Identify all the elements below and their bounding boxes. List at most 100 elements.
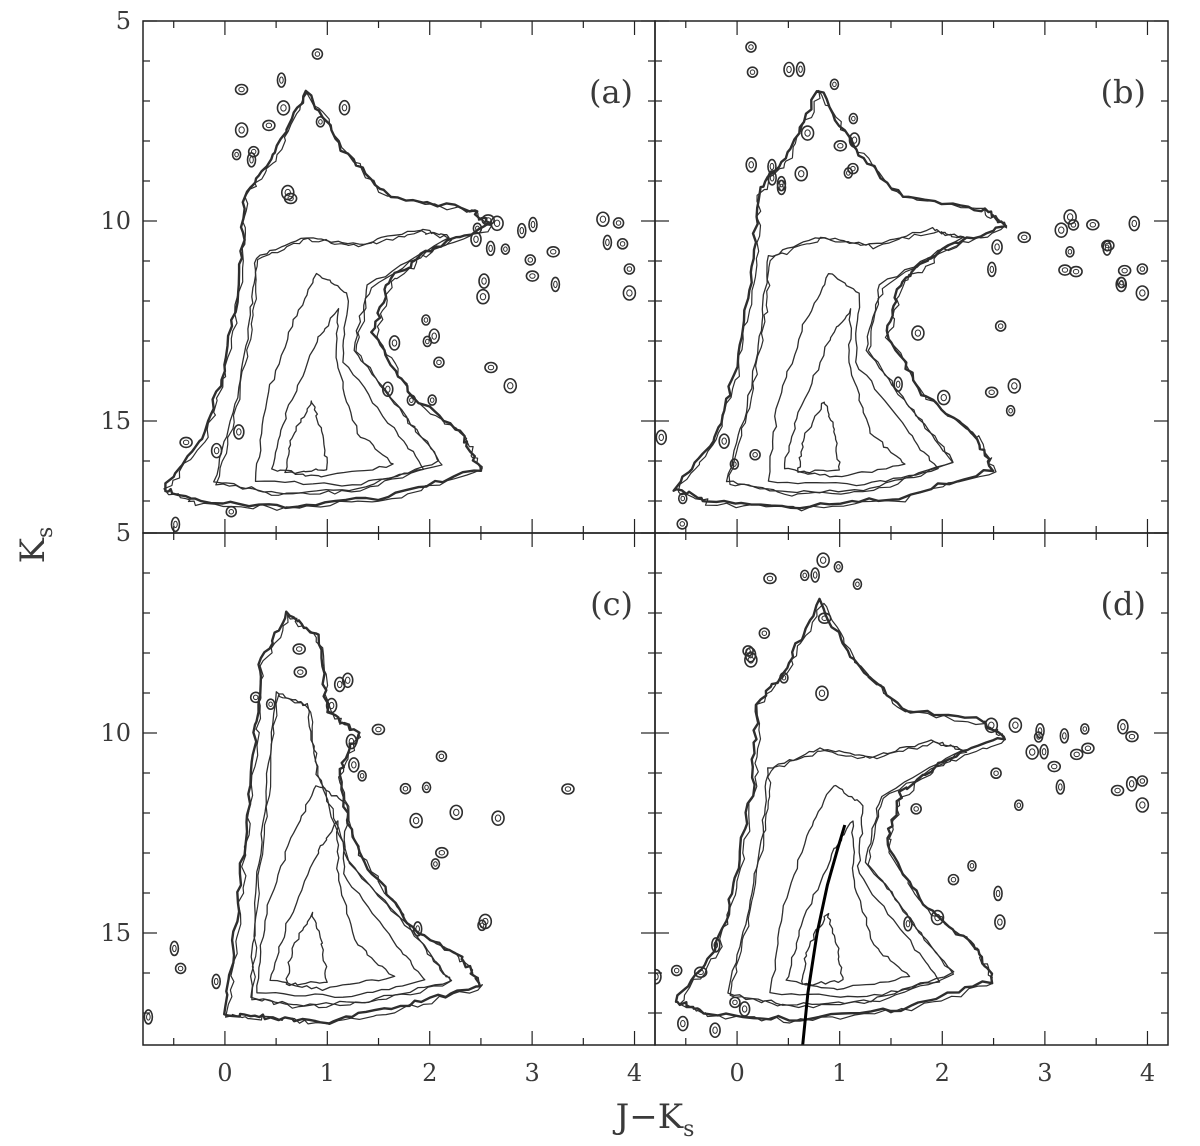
contour-island-core: [732, 999, 738, 1006]
panel-frame: [142, 532, 656, 1046]
contour-island-core: [1012, 721, 1019, 729]
contour-island: [381, 381, 394, 398]
contour-island-core: [494, 814, 502, 822]
contour-island: [409, 812, 423, 829]
contour-island-core: [1139, 289, 1146, 297]
contour-island-core: [265, 122, 273, 129]
contour-island-core: [836, 564, 841, 570]
contour-island-core: [1067, 249, 1073, 255]
panel-frame: [654, 532, 1169, 1046]
contour-island-core: [997, 323, 1004, 329]
contour-island-core: [351, 761, 357, 769]
contour-island: [947, 873, 960, 886]
contour-island: [421, 781, 432, 794]
contour-island-core: [296, 646, 303, 652]
contour-island-core: [599, 215, 607, 223]
contour-island: [936, 389, 951, 406]
contour-level-1: [674, 597, 1006, 1022]
contour-island: [833, 561, 844, 573]
contour-island: [746, 66, 759, 78]
contour-island-core: [913, 806, 919, 812]
contour-island-core: [280, 104, 287, 112]
contour-level-4: [785, 820, 911, 991]
contour-island-core: [748, 44, 754, 50]
panel-contours: [655, 552, 1150, 1045]
contour-island-core: [914, 329, 922, 337]
contour-island-core: [1029, 748, 1036, 756]
contour-island-core: [213, 446, 220, 455]
contour-island-core: [1131, 219, 1138, 228]
contour-level-1: [164, 89, 492, 510]
contour-level-5: [285, 911, 328, 987]
x-tick-label: 4: [1140, 1059, 1155, 1087]
contour-island: [428, 328, 441, 344]
contour-island: [749, 448, 761, 461]
contour-island-core: [438, 849, 446, 856]
contour-island-core: [605, 238, 610, 247]
panel-contours: [163, 48, 637, 533]
contour-level-3: [256, 785, 426, 999]
contour-island: [994, 914, 1006, 930]
contour-island: [1059, 728, 1070, 744]
contour-island-core: [997, 918, 1003, 926]
contour-island: [1025, 744, 1040, 760]
contour-island: [210, 442, 223, 459]
contour-island-core: [1037, 727, 1043, 735]
contour-island-core: [950, 876, 957, 883]
contour-level-1-inner: [678, 602, 1005, 1024]
contour-level-1: [223, 610, 482, 1025]
contour-island: [143, 1009, 154, 1025]
contour-island: [655, 429, 668, 446]
contour-island-core: [697, 969, 704, 975]
contour-island-core: [172, 944, 177, 953]
contour-island-core: [804, 129, 811, 137]
contour-island: [1058, 264, 1072, 276]
contour-island: [477, 919, 487, 932]
contour-island: [815, 685, 829, 702]
contour-island-core: [519, 226, 525, 235]
contour-island: [1135, 797, 1150, 813]
contour-island-core: [679, 521, 686, 527]
contour-island-core: [429, 397, 435, 403]
contour-island: [893, 376, 903, 393]
contour-island: [315, 116, 326, 128]
contour-island-core: [284, 188, 291, 197]
contour-island-core: [1016, 802, 1022, 808]
contour-island-core: [482, 917, 489, 926]
contour-island-core: [832, 81, 837, 88]
contour-island: [910, 803, 922, 815]
contour-island: [421, 314, 431, 326]
contour-island: [333, 676, 346, 693]
contour-island-core: [798, 65, 803, 73]
contour-island-core: [995, 889, 1001, 898]
contour-island: [476, 288, 490, 305]
contour-island: [767, 158, 777, 175]
panel-b: (b): [654, 20, 1169, 534]
x-axis-label-sub: s: [683, 1117, 694, 1142]
contour-island-core: [989, 265, 995, 274]
contour-island-core: [798, 170, 805, 178]
contour-island: [1125, 730, 1139, 743]
x-tick-label: 0: [729, 1059, 744, 1087]
contour-island: [1110, 784, 1125, 797]
contour-island: [799, 569, 810, 582]
contour-island: [903, 915, 913, 932]
contour-island-core: [769, 162, 775, 171]
contour-island-core: [238, 86, 245, 93]
contour-island: [1069, 265, 1083, 278]
contour-island: [546, 245, 561, 258]
contour-island: [435, 750, 448, 763]
contour-island-core: [1061, 267, 1069, 273]
contour-island: [602, 234, 613, 251]
contour-island: [525, 270, 540, 282]
contour-island: [1039, 743, 1049, 760]
contour-level-2-inner: [251, 693, 451, 1009]
contour-island: [990, 767, 1002, 780]
contour-island-core: [453, 808, 460, 817]
contour-island-core: [819, 556, 827, 564]
contour-island-core: [851, 136, 858, 144]
contour-island: [311, 48, 324, 60]
contour-island: [280, 184, 295, 201]
contour-island: [1063, 209, 1077, 225]
contour-island: [470, 231, 482, 248]
